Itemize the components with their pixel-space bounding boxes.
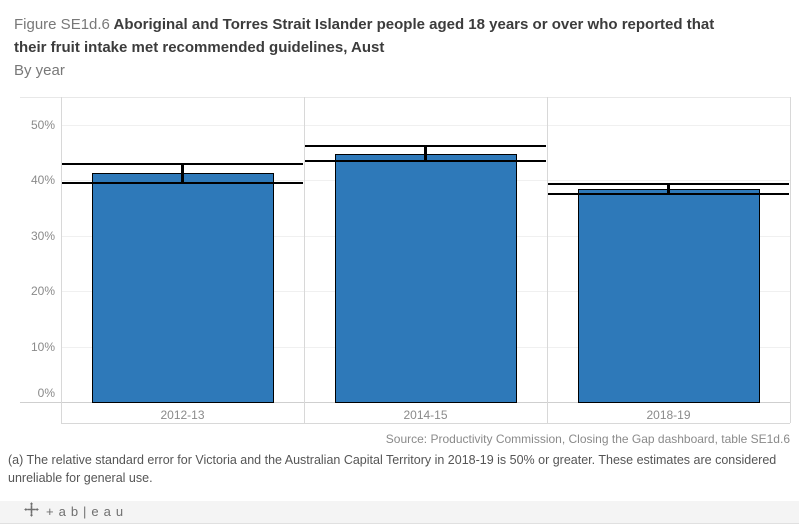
title-text-line1: Aboriginal and Torres Strait Islander pe… bbox=[113, 16, 715, 33]
chart-title: Figure SE1d.6 Aboriginal and Torres Stra… bbox=[14, 13, 792, 82]
tableau-wordmark: +ab|eau bbox=[46, 504, 129, 519]
panel-divider bbox=[304, 97, 305, 423]
figure-label: Figure SE1d.6 bbox=[14, 16, 110, 33]
y-axis-tick-label: 30% bbox=[30, 228, 55, 243]
title-line-1: Figure SE1d.6 Aboriginal and Torres Stra… bbox=[14, 13, 792, 36]
x-axis-tick-label: 2012-13 bbox=[160, 408, 205, 422]
tableau-toolbar: +ab|eau bbox=[0, 501, 799, 524]
error-bar-lower bbox=[62, 181, 303, 184]
x-axis-tick-label: 2018-19 bbox=[646, 408, 691, 422]
chart-pane: 0% 10% 20% 30% 40% 50% 2012-13 2014-15 2018-19 bbox=[0, 97, 799, 427]
error-bar-lower bbox=[305, 159, 546, 162]
footnote-caption: (a) The relative standard error for Vict… bbox=[8, 453, 777, 485]
error-bar-lower bbox=[548, 193, 789, 196]
bar-2012-13[interactable] bbox=[91, 172, 274, 403]
error-bar-center bbox=[424, 146, 427, 161]
y-axis-tick-label: 0% bbox=[37, 386, 55, 400]
x-axis-tick-label: 2014-15 bbox=[403, 408, 448, 422]
panel-divider bbox=[790, 97, 791, 423]
bar-2018-19[interactable] bbox=[577, 189, 760, 403]
y-axis-tick-label: 50% bbox=[30, 117, 55, 132]
tableau-logo-icon bbox=[24, 502, 39, 522]
y-axis-line bbox=[61, 97, 62, 423]
source-caption: Source: Productivity Commission, Closing… bbox=[385, 432, 790, 446]
error-bar-center bbox=[181, 164, 184, 183]
error-bar-center bbox=[667, 184, 670, 195]
panel-divider bbox=[547, 97, 548, 423]
bar-2014-15[interactable] bbox=[334, 153, 517, 403]
chart-subtitle: By year bbox=[14, 62, 65, 79]
pane-top-border bbox=[20, 97, 790, 98]
tableau-logo[interactable]: +ab|eau bbox=[24, 501, 128, 523]
axis-strip-bottom-border bbox=[61, 423, 790, 424]
y-axis-tick-label: 10% bbox=[30, 339, 55, 354]
title-text-line2: their fruit intake met recommended guide… bbox=[14, 39, 385, 56]
y-axis-tick-label: 20% bbox=[30, 284, 55, 299]
y-axis-tick-label: 40% bbox=[30, 173, 55, 188]
gridline bbox=[61, 124, 790, 126]
